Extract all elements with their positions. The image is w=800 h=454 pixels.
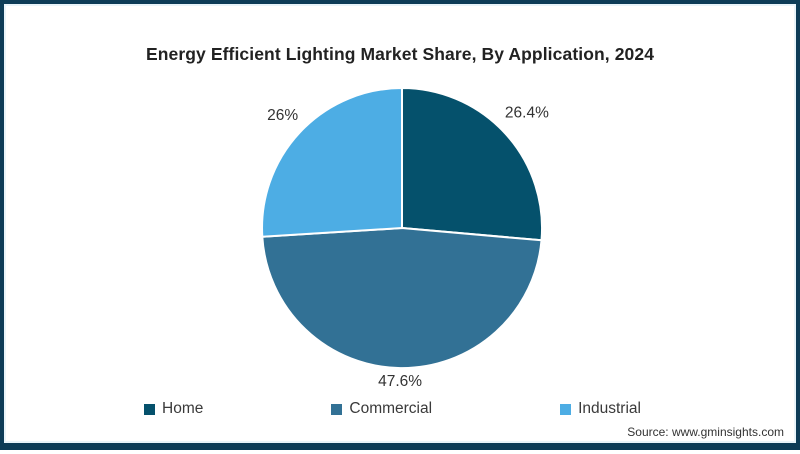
legend-item-industrial: Industrial [560, 400, 641, 418]
slice-label-commercial: 47.6% [378, 373, 422, 390]
legend-item-commercial: Commercial [331, 400, 432, 418]
source-text: Source: www.gminsights.com [627, 425, 784, 439]
slice-label-industrial: 26% [267, 107, 298, 124]
slice-label-home: 26.4% [505, 105, 549, 122]
chart-title: Energy Efficient Lighting Market Share, … [145, 44, 655, 64]
pie-slice-industrial [261, 87, 403, 238]
legend-label-home: Home [162, 400, 204, 417]
legend-swatch-industrial [560, 404, 572, 415]
legend-item-home: Home [144, 400, 203, 418]
legend-label-industrial: Industrial [578, 400, 641, 417]
pie-slice-commercial [261, 227, 543, 370]
legend-swatch-home [144, 404, 155, 415]
legend-swatch-commercial [331, 404, 343, 415]
legend: Home Commercial Industrial [144, 400, 641, 418]
pie-chart: 26.4% 47.6% 26% [261, 87, 549, 390]
pie-slice-home [401, 87, 544, 242]
legend-label-commercial: Commercial [349, 400, 433, 417]
